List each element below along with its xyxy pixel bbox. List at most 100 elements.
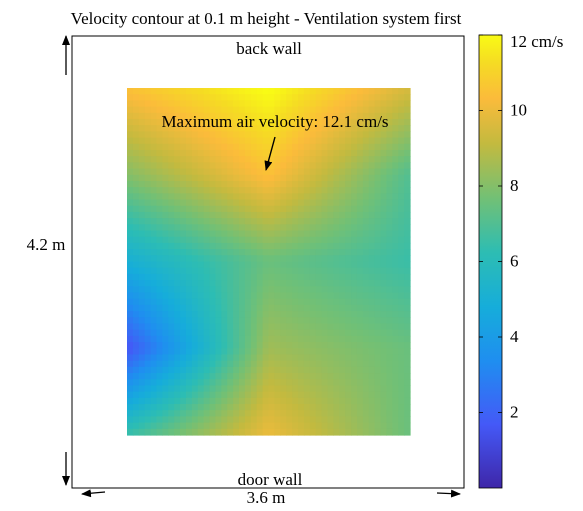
contour-cell (362, 187, 370, 194)
contour-cell (197, 162, 205, 170)
contour-cell (239, 137, 246, 145)
contour-cell (327, 125, 334, 132)
contour-cell (303, 360, 311, 368)
contour-cell (345, 249, 352, 256)
contour-cell (327, 162, 334, 170)
contour-cell (321, 205, 329, 213)
contour-cell (404, 224, 411, 232)
contour-cell (244, 187, 252, 194)
contour-cell (191, 292, 199, 300)
contour-cell (221, 118, 228, 126)
contour-cell (286, 205, 293, 213)
contour-cell (362, 100, 370, 108)
contour-cell (244, 416, 252, 424)
contour-cell (191, 261, 199, 269)
contour-cell (197, 292, 205, 300)
contour-cell (327, 298, 334, 306)
contour-cell (262, 273, 270, 281)
contour-cell (309, 391, 317, 399)
contour-cell (268, 180, 275, 188)
contour-cell (174, 385, 181, 393)
contour-cell (227, 354, 234, 362)
contour-cell (404, 298, 411, 306)
contour-cell (197, 317, 205, 325)
contour-cell (221, 180, 228, 188)
contour-cell (127, 329, 134, 337)
contour-cell (168, 317, 175, 325)
contour-cell (356, 143, 364, 151)
contour-cell (156, 242, 163, 250)
contour-cell (209, 230, 217, 238)
contour-cell (138, 94, 146, 101)
contour-cell (197, 385, 205, 393)
contour-cell (286, 323, 293, 331)
contour-cell (127, 255, 134, 263)
contour-cell (292, 298, 299, 306)
contour-cell (274, 106, 281, 114)
contour-cell (233, 335, 240, 343)
contour-cell (180, 267, 187, 275)
contour-cell (156, 125, 163, 132)
contour-cell (250, 156, 258, 163)
contour-cell (156, 385, 163, 393)
contour-cell (227, 385, 234, 393)
contour-cell (185, 236, 193, 244)
contour-cell (250, 373, 258, 380)
contour-cell (280, 131, 287, 139)
contour-cell (280, 410, 287, 418)
contour-cell (392, 118, 399, 126)
contour-cell (162, 304, 169, 312)
contour-cell (268, 255, 275, 263)
contour-cell (203, 391, 211, 399)
contour-cell (227, 143, 234, 151)
contour-cell (398, 149, 405, 157)
contour-cell (197, 149, 205, 157)
contour-cell (215, 286, 222, 294)
contour-cell (274, 428, 281, 436)
contour-cell (233, 273, 240, 281)
contour-cell (150, 149, 158, 157)
contour-cell (150, 162, 158, 170)
contour-cell (162, 230, 169, 238)
contour-cell (191, 180, 199, 188)
contour-cell (380, 335, 388, 343)
contour-cell (244, 354, 252, 362)
contour-cell (315, 230, 323, 238)
contour-cell (351, 379, 358, 387)
contour-cell (244, 131, 252, 139)
contour-cell (185, 304, 193, 312)
contour-cell (268, 273, 275, 281)
contour-cell (256, 329, 264, 337)
contour-cell (398, 218, 405, 225)
contour-cell (356, 329, 364, 337)
contour-cell (215, 428, 222, 436)
contour-cell (174, 94, 181, 101)
contour-cell (127, 106, 134, 114)
contour-cell (309, 280, 317, 287)
contour-cell (345, 366, 352, 374)
contour-cell (191, 88, 199, 95)
contour-cell (221, 255, 228, 263)
contour-cell (392, 180, 399, 188)
contour-cell (244, 249, 252, 256)
contour-cell (303, 180, 311, 188)
contour-cell (392, 273, 399, 281)
contour-cell (138, 242, 146, 250)
contour-cell (185, 224, 193, 232)
contour-cell (197, 187, 205, 194)
contour-cell (197, 205, 205, 213)
contour-cell (227, 261, 234, 269)
contour-cell (374, 335, 382, 343)
contour-cell (362, 118, 370, 126)
contour-cell (315, 255, 323, 263)
contour-cell (132, 404, 140, 411)
contour-cell (244, 410, 252, 418)
contour-cell (297, 249, 305, 256)
contour-cell (262, 385, 270, 393)
contour-cell (221, 267, 228, 275)
contour-cell (233, 404, 240, 411)
contour-cell (233, 193, 240, 201)
contour-cell (345, 323, 352, 331)
contour-cell (303, 354, 311, 362)
contour-cell (386, 348, 393, 356)
